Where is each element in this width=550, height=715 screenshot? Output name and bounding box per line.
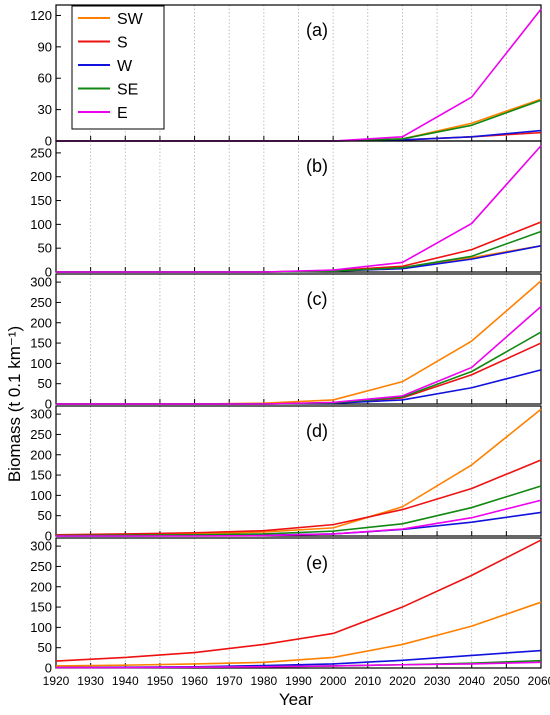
y-tick-label: 150 <box>30 468 52 483</box>
y-tick-label: 200 <box>30 579 52 594</box>
series-line-se <box>56 230 542 273</box>
y-tick-label: 90 <box>38 39 52 54</box>
panel-frame <box>55 537 542 669</box>
y-tick-label: 100 <box>30 217 52 232</box>
panels: 0 30 60 90 120 (a) 0 50 100 150 200 250 (b) 0 50 100 150… <box>30 4 550 688</box>
series-line-se <box>55 485 542 537</box>
y-tick-label: 200 <box>30 447 52 462</box>
legend: SW SW SE E <box>71 5 165 130</box>
panel-frame <box>55 405 542 537</box>
y-tick-label: 60 <box>38 71 52 86</box>
panel-label: (a) <box>306 20 328 40</box>
series-line-e <box>56 145 542 273</box>
y-tick-label: 300 <box>30 407 52 422</box>
panel-label: (b) <box>306 156 328 176</box>
x-tick-label: 1970 <box>216 674 243 688</box>
legend-box <box>71 5 165 130</box>
x-tick-label: 1980 <box>251 674 278 688</box>
y-tick-label: 50 <box>38 640 52 655</box>
x-tick-labels: 1920 1930 1940 1950 1960 1970 1980 1990 2000 2010… <box>43 674 550 688</box>
y-tick-label: 0 <box>45 529 52 544</box>
y-tick-label: 250 <box>30 295 52 310</box>
y-axis-label: Biomass (t 0.1 km⁻¹) <box>5 326 24 482</box>
panel-c: 0 50 100 150 200 250 300 (c) <box>30 273 542 412</box>
series-line-s <box>55 539 542 662</box>
y-tick-label: 100 <box>30 620 52 635</box>
x-tick-label: 2000 <box>320 674 347 688</box>
x-tick-label: 2050 <box>493 674 520 688</box>
x-tick-label: 1920 <box>43 674 70 688</box>
legend-label-w: W <box>117 58 133 75</box>
y-tick-label: 300 <box>30 539 52 554</box>
y-tick-label: 200 <box>30 315 52 330</box>
panel-frame <box>55 140 542 273</box>
y-tick-label: 50 <box>38 241 52 256</box>
x-tick-label: 1950 <box>147 674 174 688</box>
y-tick-label: 50 <box>38 376 52 391</box>
panel-frame <box>55 273 542 405</box>
panel-e: 0 50 100 150 200 250 300 (e) <box>30 537 542 676</box>
legend-label-se: SE <box>117 82 138 99</box>
x-tick-label: 1990 <box>285 674 312 688</box>
x-tick-label: 2020 <box>389 674 416 688</box>
panel-label: (d) <box>306 421 328 441</box>
legend-label-e: E <box>117 105 128 122</box>
x-tick-label: 1960 <box>181 674 208 688</box>
y-tick-label: 150 <box>30 193 52 208</box>
legend-label-s: S <box>117 35 128 52</box>
x-tick-label: 2010 <box>354 674 381 688</box>
series-line-e <box>56 305 542 405</box>
y-tick-label: 250 <box>30 145 52 160</box>
y-tick-label: 300 <box>30 275 52 290</box>
x-tick-label: 2060 <box>528 674 550 688</box>
y-tick-label: 50 <box>38 508 52 523</box>
y-tick-label: 100 <box>30 488 52 503</box>
series-line-e <box>56 661 542 669</box>
y-tick-label: 0 <box>45 397 52 412</box>
x-tick-label: 1930 <box>77 674 104 688</box>
y-tick-label: 150 <box>30 600 52 615</box>
y-tick-label: 250 <box>30 427 52 442</box>
panel-label: (c) <box>307 289 328 309</box>
y-tick-label: 150 <box>30 336 52 351</box>
y-tick-label: 0 <box>45 661 52 676</box>
y-tick-label: 0 <box>45 265 52 280</box>
panel-b: 0 50 100 150 200 250 (b) <box>30 140 542 280</box>
x-tick-label: 1940 <box>112 674 139 688</box>
legend-label-sw: SW <box>117 11 144 28</box>
panel-d: 0 50 100 150 200 250 300 (d) <box>30 405 542 544</box>
series-line-sw <box>55 601 542 667</box>
x-tick-label: 2040 <box>458 674 485 688</box>
y-tick-label: 0 <box>45 134 52 149</box>
y-tick-label: 100 <box>30 356 52 371</box>
y-tick-label: 250 <box>30 559 52 574</box>
y-tick-label: 30 <box>38 102 52 117</box>
series-line-e <box>56 499 542 537</box>
x-tick-label: 2030 <box>424 674 451 688</box>
y-tick-label: 120 <box>30 8 52 23</box>
y-tick-label: 200 <box>30 169 52 184</box>
x-axis-label: Year <box>279 690 314 709</box>
panel-label: (e) <box>306 553 328 573</box>
series-line-s <box>55 459 542 536</box>
